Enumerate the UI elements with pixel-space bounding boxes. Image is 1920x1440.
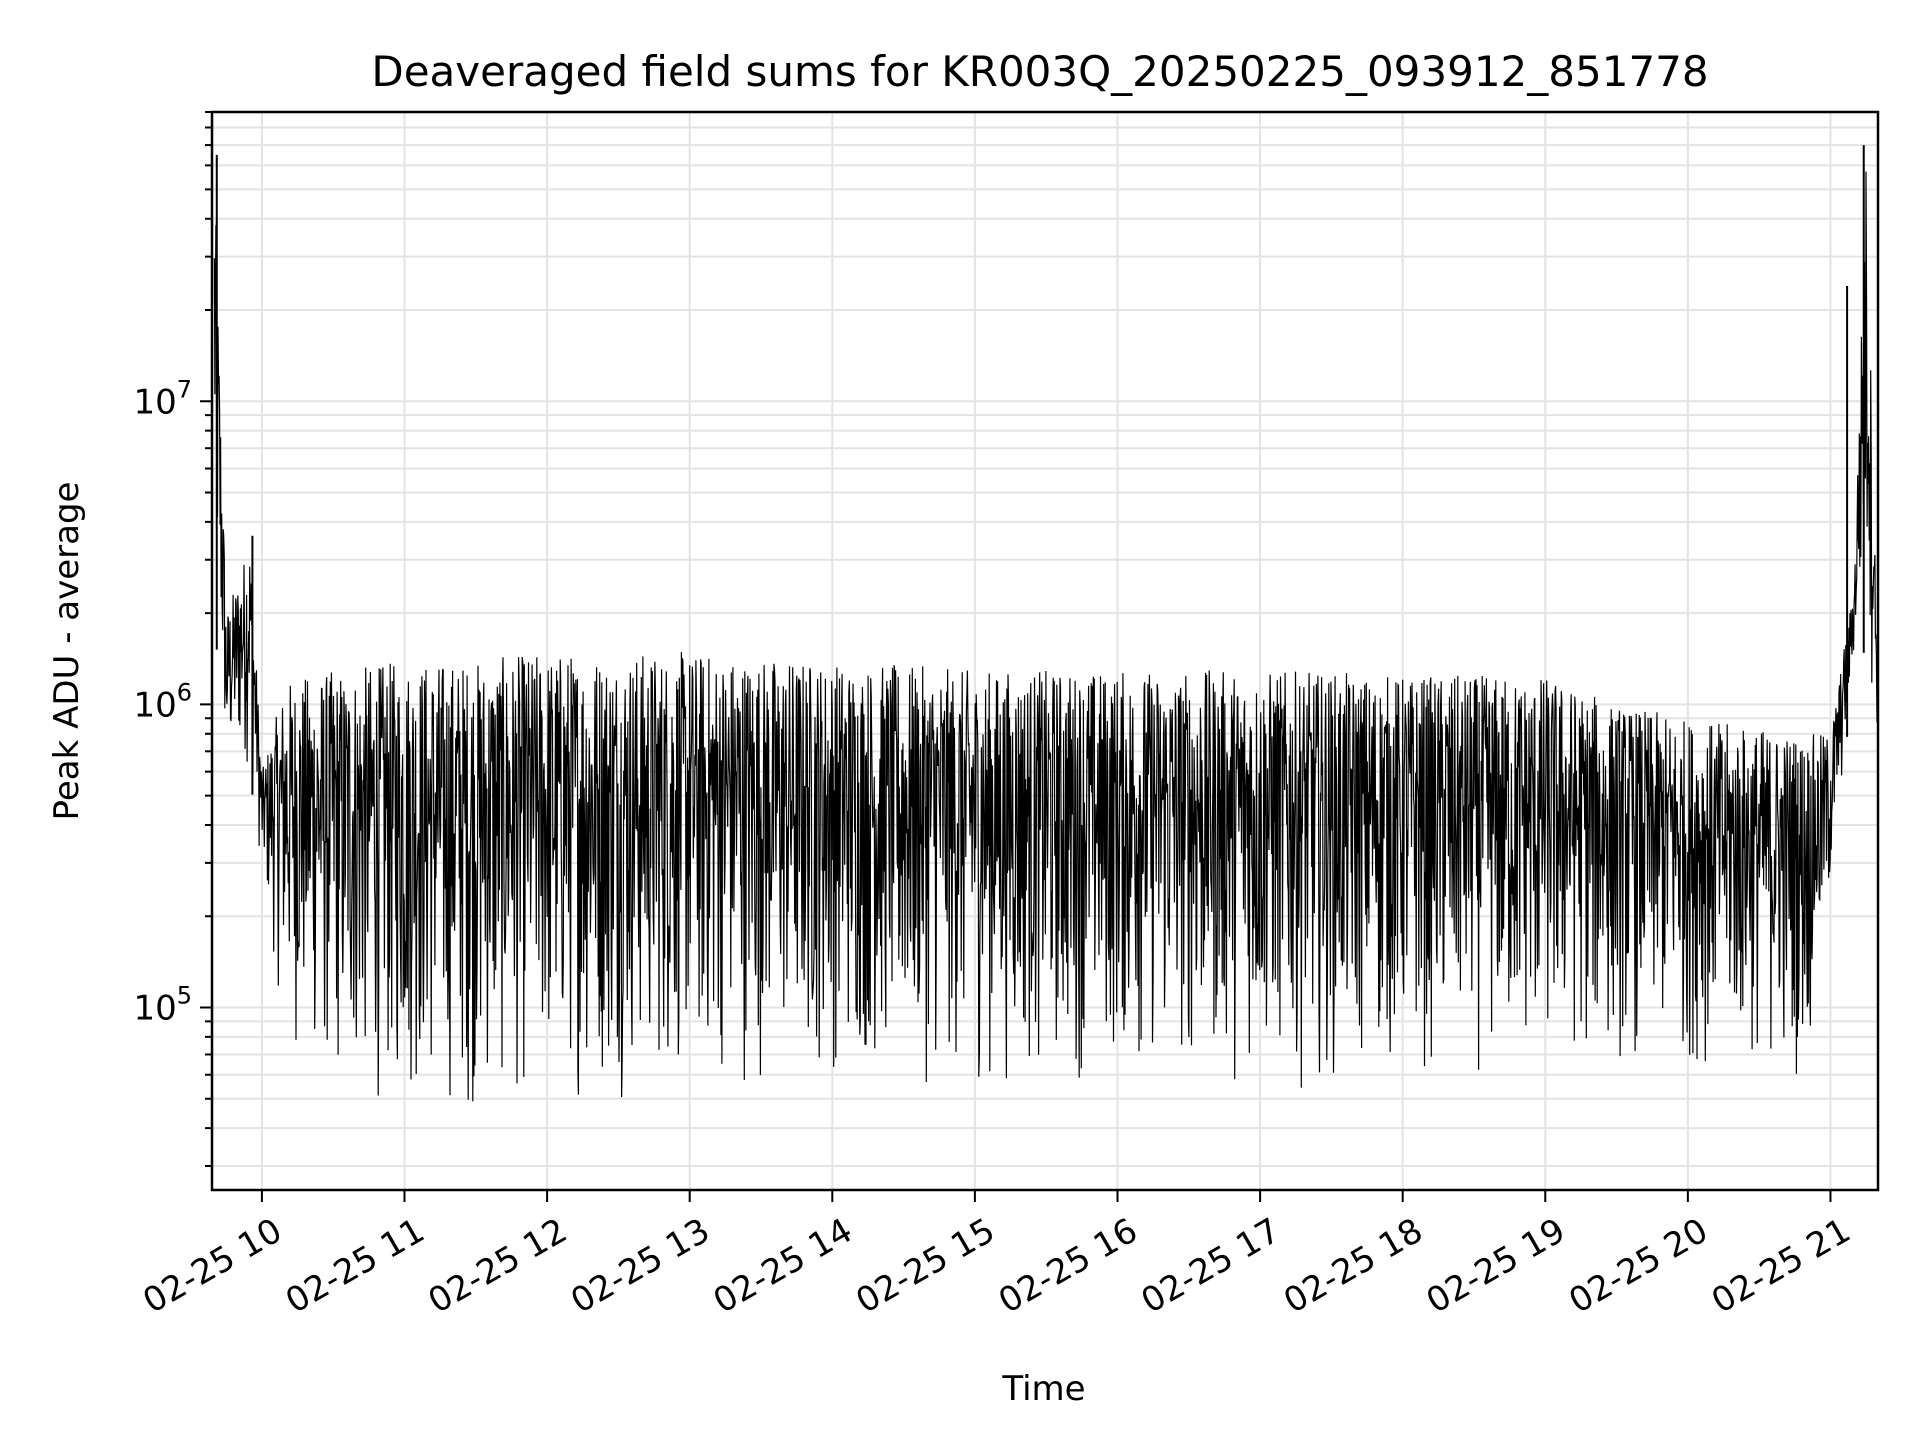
x-tick-label: 02-25 17	[1135, 1211, 1287, 1322]
plot-frame	[210, 110, 1880, 1192]
x-tick-label: 02-25 14	[707, 1211, 859, 1322]
x-tick-label: 02-25 20	[1562, 1211, 1714, 1322]
series-line	[213, 171, 1879, 1102]
x-tick-label: 02-25 16	[992, 1211, 1144, 1322]
x-tick-label: 02-25 18	[1277, 1211, 1429, 1322]
y-tick-label: 105	[133, 982, 192, 1029]
y-axis-label: Peak ADU - average	[47, 482, 87, 821]
y-tick-label: 106	[133, 678, 192, 725]
x-tick-label: 02-25 15	[849, 1211, 1001, 1322]
x-tick-label: 02-25 19	[1420, 1211, 1572, 1322]
y-axis: 105 106 107	[133, 111, 212, 1167]
x-axis-label: Time	[1001, 1369, 1085, 1409]
x-tick-label: 02-25 12	[422, 1211, 574, 1322]
chart-title: Deaveraged field sums for KR003Q_2025022…	[371, 47, 1708, 96]
series-layer	[213, 145, 1879, 1102]
x-tick-label: 02-25 10	[136, 1211, 288, 1322]
x-tick-label: 02-25 21	[1705, 1211, 1857, 1322]
y-tick-label: 107	[133, 375, 192, 422]
x-tick-label: 02-25 11	[279, 1211, 431, 1322]
x-tick-label: 02-25 13	[564, 1211, 716, 1322]
